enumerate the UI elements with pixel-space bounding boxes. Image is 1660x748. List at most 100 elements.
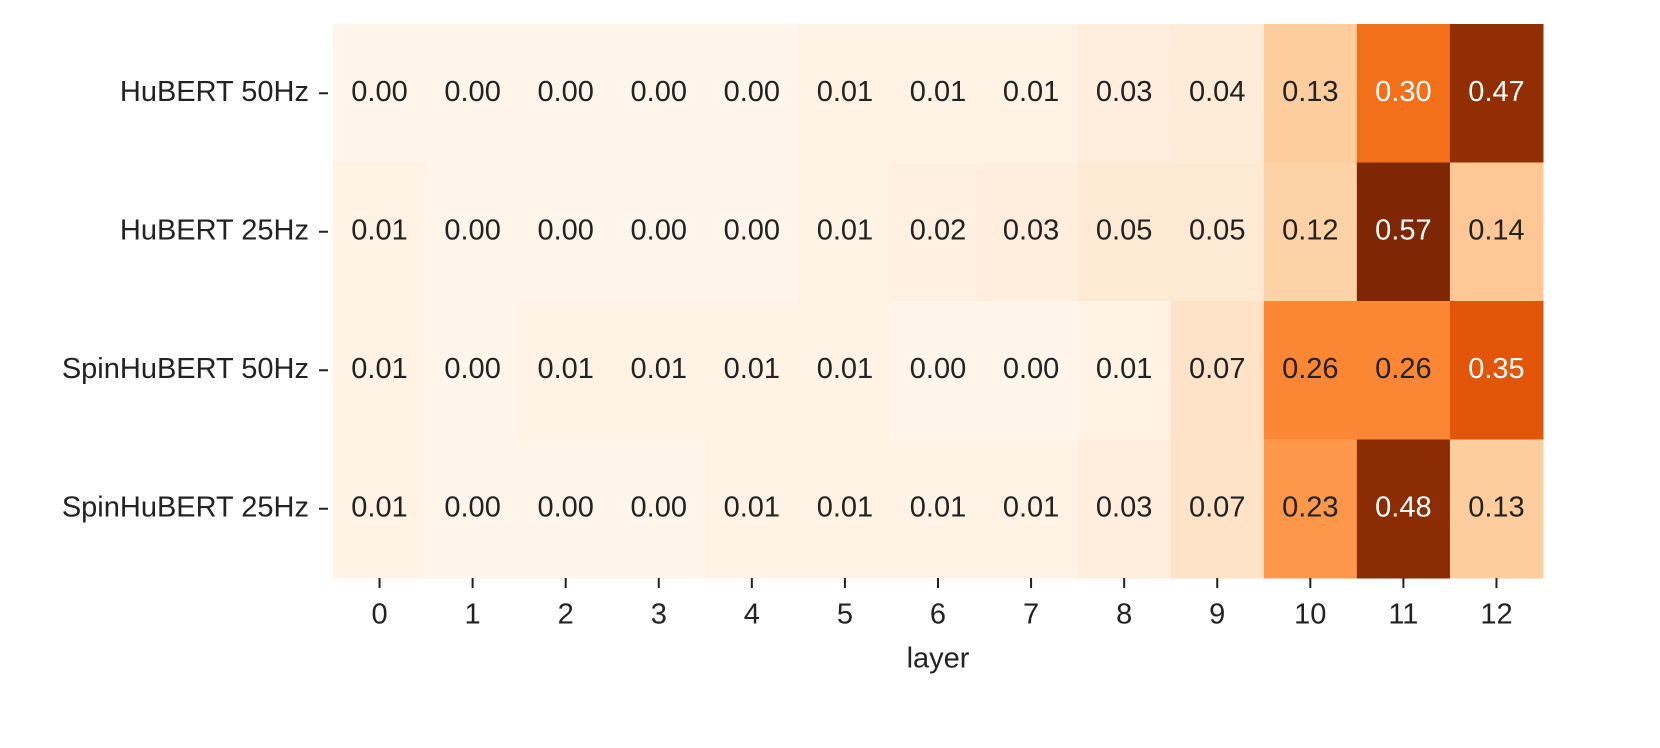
heatmap-cell	[1263, 162, 1358, 302]
heatmap-cell	[333, 24, 427, 163]
heatmap-cell	[519, 24, 613, 163]
cell-label: 0.01	[537, 353, 593, 385]
cell-label: 0.30	[1375, 76, 1431, 108]
heatmap-cell	[891, 24, 986, 163]
heatmap-cell	[798, 24, 892, 163]
cell-label: 0.03	[1003, 214, 1059, 246]
cell-label: 0.48	[1375, 491, 1431, 523]
cell-label: 0.01	[631, 353, 687, 385]
cell-label: 0.47	[1468, 76, 1524, 108]
cell-label: 0.01	[351, 214, 407, 246]
cell-label: 0.00	[351, 76, 407, 108]
heatmap-cell	[798, 301, 892, 440]
heatmap-cell	[1263, 24, 1358, 163]
cell-label: 0.00	[444, 214, 500, 246]
cell-label: 0.01	[910, 76, 966, 108]
cell-label: 0.00	[537, 214, 593, 246]
heatmap-cell	[705, 301, 799, 440]
cell-label: 0.00	[444, 76, 500, 108]
heatmap-cell	[891, 301, 986, 440]
x-axis-label: layer	[907, 643, 970, 675]
cell-label: 0.12	[1282, 214, 1338, 246]
cell-label: 0.01	[817, 214, 873, 246]
x-tick-label: 5	[837, 599, 853, 631]
cell-label: 0.04	[1189, 76, 1245, 108]
cell-label: 0.35	[1468, 353, 1524, 385]
heatmap-cell	[612, 439, 706, 579]
heatmap-cell	[426, 301, 520, 440]
cell-label: 0.26	[1282, 353, 1338, 385]
cell-label: 0.01	[351, 353, 407, 385]
heatmap-cell	[1263, 301, 1358, 440]
heatmap-cell	[333, 301, 427, 440]
heatmap-cell	[1263, 439, 1358, 579]
x-tick-label: 6	[930, 599, 946, 631]
cell-label: 0.00	[910, 353, 966, 385]
cell-label: 0.57	[1375, 214, 1431, 246]
heatmap-cell	[426, 24, 520, 163]
heatmap-cell	[984, 439, 1079, 579]
heatmap-cell	[1356, 162, 1451, 302]
heatmap-cell	[1077, 24, 1172, 163]
cell-label: 0.13	[1282, 76, 1338, 108]
cell-label: 0.05	[1096, 214, 1152, 246]
cell-label: 0.02	[910, 214, 966, 246]
cell-label: 0.00	[537, 491, 593, 523]
cell-label: 0.23	[1282, 491, 1338, 523]
heatmap-cell	[1449, 24, 1544, 163]
cell-label: 0.13	[1468, 491, 1524, 523]
x-tick-label: 11	[1388, 599, 1418, 631]
heatmap-cell	[984, 24, 1079, 163]
heatmap-cell	[1170, 24, 1265, 163]
cell-label: 0.05	[1189, 214, 1245, 246]
heatmap-cell	[1170, 439, 1265, 579]
cell-label: 0.01	[910, 491, 966, 523]
cell-label: 0.03	[1096, 491, 1152, 523]
y-tick-label: SpinHuBERT 50Hz	[62, 353, 309, 385]
heatmap-cell	[705, 24, 799, 163]
cell-label: 0.14	[1468, 214, 1524, 246]
heatmap-cell	[612, 162, 706, 302]
heatmap-cell	[519, 301, 613, 440]
cell-label: 0.00	[1003, 353, 1059, 385]
y-tick-label: HuBERT 25Hz	[120, 214, 309, 246]
x-tick-label: 1	[465, 599, 481, 631]
cell-label: 0.01	[817, 76, 873, 108]
x-tick-label: 0	[371, 599, 387, 631]
x-tick-label: 3	[651, 599, 667, 631]
cell-label: 0.00	[444, 353, 500, 385]
cell-label: 0.01	[724, 353, 780, 385]
x-tick-label: 2	[558, 599, 574, 631]
heatmap-cell	[519, 439, 613, 579]
heatmap-cell	[1077, 301, 1172, 440]
heatmap-cell	[798, 439, 892, 579]
heatmap-cell	[984, 301, 1079, 440]
heatmap-cell	[1077, 439, 1172, 579]
heatmap-cell	[1077, 162, 1172, 302]
cell-label: 0.01	[1096, 353, 1152, 385]
cell-label: 0.00	[537, 76, 593, 108]
x-tick-label: 4	[744, 599, 760, 631]
cell-label: 0.26	[1375, 353, 1431, 385]
heatmap-cell	[1356, 301, 1451, 440]
heatmap-cell	[612, 301, 706, 440]
heatmap-cell	[984, 162, 1079, 302]
heatmap-cell	[1449, 162, 1544, 302]
heatmap-cell	[1449, 301, 1544, 440]
x-tick-label: 10	[1294, 599, 1326, 631]
cell-label: 0.00	[631, 76, 687, 108]
heatmap-cell	[333, 162, 427, 302]
heatmap-cell	[426, 439, 520, 579]
heatmap-cell	[1449, 439, 1544, 579]
cell-label: 0.00	[444, 491, 500, 523]
heatmap-cell	[1170, 301, 1265, 440]
cell-label: 0.07	[1189, 491, 1245, 523]
heatmap-cell	[1356, 24, 1451, 163]
cell-label: 0.03	[1096, 76, 1152, 108]
x-tick-label: 7	[1023, 599, 1039, 631]
heatmap-cell	[612, 24, 706, 163]
cell-label: 0.01	[817, 491, 873, 523]
heatmap-cell	[705, 162, 799, 302]
heatmap-cell	[891, 162, 986, 302]
